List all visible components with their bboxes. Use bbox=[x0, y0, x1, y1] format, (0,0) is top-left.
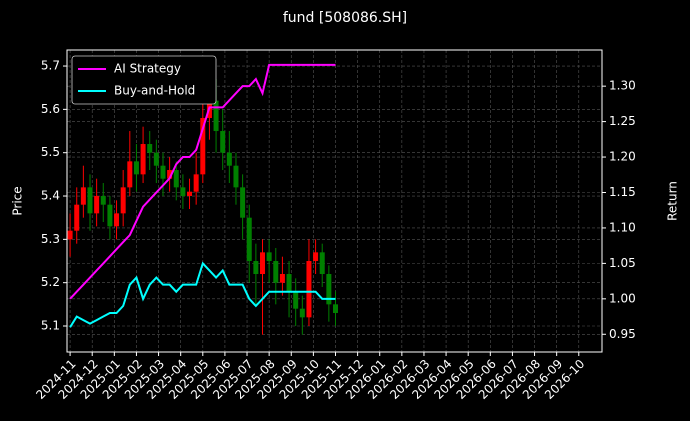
y-tick-label: 5.5 bbox=[41, 145, 60, 159]
y2-tick-label: 1.30 bbox=[609, 79, 636, 93]
candle-body bbox=[153, 152, 159, 166]
candle-body bbox=[140, 144, 146, 175]
y2-tick-label: 1.05 bbox=[609, 256, 636, 270]
legend-label: Buy-and-Hold bbox=[114, 84, 195, 98]
legend-box bbox=[71, 55, 217, 105]
y-tick-label: 5.3 bbox=[41, 232, 60, 246]
candle-body bbox=[193, 174, 199, 192]
y-tick-label: 5.2 bbox=[41, 275, 60, 289]
candle-body bbox=[107, 204, 113, 227]
candle-body bbox=[94, 196, 100, 214]
candle-body bbox=[279, 274, 285, 283]
candle-body bbox=[260, 252, 266, 275]
y-tick-label: 5.6 bbox=[41, 102, 60, 116]
plot-frame bbox=[66, 49, 603, 353]
candle-body bbox=[226, 152, 232, 166]
candle-body bbox=[160, 165, 166, 179]
y2-tick-label: 1.00 bbox=[609, 291, 636, 305]
y-tick-label: 5.1 bbox=[41, 319, 60, 333]
candle-body bbox=[240, 187, 246, 218]
candle-body bbox=[187, 191, 193, 197]
candle-body bbox=[286, 274, 292, 292]
candle-body bbox=[167, 170, 173, 179]
candle-body bbox=[246, 217, 252, 262]
legend-label: AI Strategy bbox=[114, 62, 181, 76]
candle-body bbox=[299, 308, 305, 318]
candle-body bbox=[233, 165, 239, 188]
y2-tick-label: 1.10 bbox=[609, 220, 636, 234]
y-axis-label: Price bbox=[11, 186, 25, 215]
y2-tick-label: 0.95 bbox=[609, 327, 636, 341]
series-line bbox=[69, 63, 336, 300]
candle-body bbox=[306, 261, 312, 318]
candle-body bbox=[100, 196, 106, 205]
series-line bbox=[69, 261, 336, 328]
candle-body bbox=[326, 274, 332, 305]
candle-body bbox=[273, 261, 279, 283]
candle-body bbox=[120, 187, 126, 214]
candle-body bbox=[173, 170, 179, 188]
y2-axis-label: Return bbox=[666, 181, 680, 221]
candle-body bbox=[147, 144, 153, 153]
candle-body bbox=[319, 252, 325, 275]
candle-body bbox=[266, 252, 272, 262]
candle-body bbox=[180, 187, 186, 197]
candle-body bbox=[220, 131, 226, 153]
candle-body bbox=[213, 100, 219, 132]
candle-body bbox=[313, 252, 319, 262]
candle-body bbox=[114, 213, 120, 227]
chart-title: fund [508086.SH] bbox=[283, 10, 407, 26]
candle-body bbox=[87, 187, 93, 214]
y2-tick-label: 1.20 bbox=[609, 150, 636, 164]
candle-body bbox=[332, 304, 338, 314]
y-tick-label: 5.4 bbox=[41, 189, 60, 203]
y-tick-label: 5.7 bbox=[41, 59, 60, 73]
candle-body bbox=[200, 118, 206, 175]
candle-body bbox=[293, 291, 299, 309]
candle-body bbox=[253, 261, 259, 275]
candle-body bbox=[127, 161, 133, 188]
candle-body bbox=[133, 161, 139, 175]
candle-body bbox=[67, 230, 73, 240]
candle-body bbox=[80, 187, 86, 205]
y2-tick-label: 1.25 bbox=[609, 114, 636, 128]
candle-body bbox=[74, 204, 80, 231]
y2-tick-label: 1.15 bbox=[609, 185, 636, 199]
